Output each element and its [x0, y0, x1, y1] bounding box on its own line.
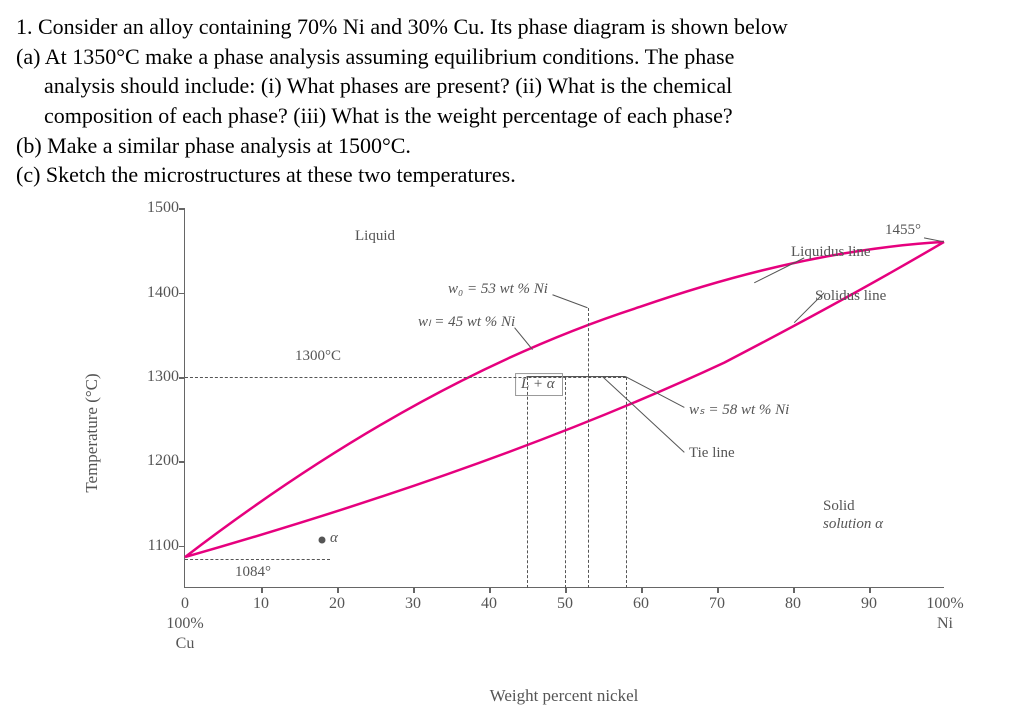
x-end-ni: Ni	[937, 615, 953, 633]
dash-v58	[626, 377, 627, 588]
xtick-90: 90	[861, 595, 877, 613]
liquid-region-label: Liquid	[355, 228, 395, 245]
q-b: (b) Make a similar phase analysis at 150…	[16, 131, 1008, 161]
xtick-30: 30	[405, 595, 421, 613]
x-axis-label: Weight percent nickel	[490, 686, 639, 706]
solid-label1: Solid	[823, 498, 855, 515]
plot-area: 1500 1400 1300 1200 1100 0 10 20 30 40 5…	[184, 208, 944, 588]
solid-label2: solution α	[823, 516, 883, 533]
label-1455: 1455°	[885, 222, 921, 239]
dash-1084	[185, 559, 330, 560]
dash-v45	[527, 377, 528, 588]
y-axis-label: Temperature (°C)	[82, 373, 102, 492]
region-label: L + α	[521, 376, 555, 393]
alpha-label: α	[330, 530, 338, 547]
q-c: (c) Sketch the microstructures at these …	[16, 160, 1008, 190]
xtick-10: 10	[253, 595, 269, 613]
xtick-0: 0	[181, 595, 189, 613]
tie-line-label: Tie line	[689, 445, 735, 462]
liquidus-label: Liquidus line	[791, 244, 871, 261]
alpha-dot	[319, 537, 326, 544]
ytick-1400: 1400	[137, 284, 179, 302]
x-end-cu: Cu	[176, 635, 195, 653]
xtick-40: 40	[481, 595, 497, 613]
x-end-100-pct: 100%	[926, 595, 963, 613]
ws-label: wₛ = 58 wt % Ni	[689, 400, 789, 419]
w0-leader	[553, 295, 588, 308]
xtick-50: 50	[557, 595, 573, 613]
q-a3: composition of each phase? (iii) What is…	[16, 101, 1008, 131]
q-num: 1.	[16, 14, 33, 39]
q-a: (a) At 1350°C make a phase analysis assu…	[16, 42, 1008, 72]
w0-label: w₀ = 53 wt % Ni	[448, 281, 548, 298]
question-block: 1. Consider an alloy containing 70% Ni a…	[16, 12, 1008, 190]
dash-v53	[588, 308, 589, 588]
wl-leader	[515, 328, 533, 350]
ytick-1500: 1500	[137, 199, 179, 217]
tie-leader	[602, 377, 684, 453]
xtick-20: 20	[329, 595, 345, 613]
dash-v50	[565, 377, 566, 588]
phase-diagram: Temperature (°C) 1500 1400 1300 1200 110…	[136, 208, 996, 658]
q-intro: Consider an alloy containing 70% Ni and …	[38, 14, 788, 39]
xtick-70: 70	[709, 595, 725, 613]
label-1300: 1300°C	[295, 348, 341, 365]
solidus-label: Solidus line	[815, 288, 886, 305]
ytick-1200: 1200	[137, 452, 179, 470]
q-a2: analysis should include: (i) What phases…	[16, 71, 1008, 101]
ytick-1100: 1100	[137, 537, 179, 555]
dash-1300	[185, 377, 626, 378]
xtick-60: 60	[633, 595, 649, 613]
wl-label: wₗ = 45 wt % Ni	[418, 312, 515, 331]
ytick-1300: 1300	[137, 368, 179, 386]
xtick-80: 80	[785, 595, 801, 613]
x-end-0-pct: 100%	[166, 615, 203, 633]
label-1084: 1084°	[235, 564, 271, 581]
